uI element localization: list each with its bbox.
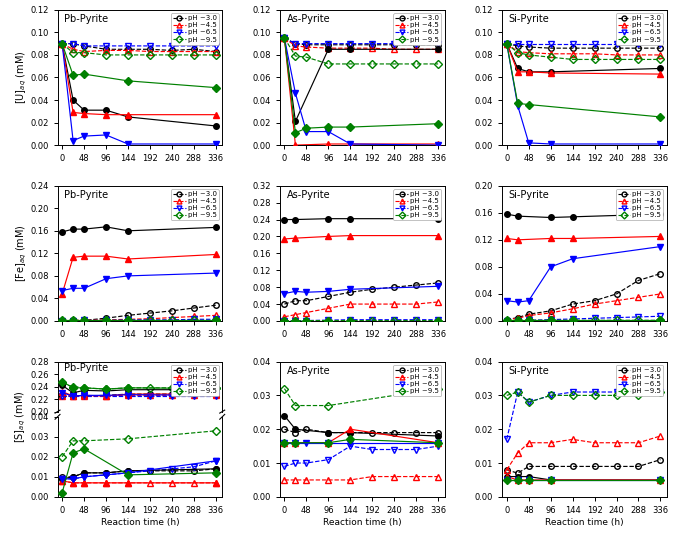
Legend: pH ~3.0, pH ~4.5, pH ~6.5, pH ~9.5: pH ~3.0, pH ~4.5, pH ~6.5, pH ~9.5 bbox=[615, 365, 663, 396]
X-axis label: Reaction time (h): Reaction time (h) bbox=[323, 518, 401, 527]
Y-axis label: [S]$_{aq}$ (mM): [S]$_{aq}$ (mM) bbox=[14, 390, 28, 443]
Legend: pH ~3.0, pH ~4.5, pH ~6.5, pH ~9.5: pH ~3.0, pH ~4.5, pH ~6.5, pH ~9.5 bbox=[393, 189, 441, 221]
Legend: pH ~3.0, pH ~4.5, pH ~6.5, pH ~9.5: pH ~3.0, pH ~4.5, pH ~6.5, pH ~9.5 bbox=[393, 365, 441, 396]
Legend: pH ~3.0, pH ~4.5, pH ~6.5, pH ~9.5: pH ~3.0, pH ~4.5, pH ~6.5, pH ~9.5 bbox=[171, 189, 219, 221]
Text: Pb-Pyrite: Pb-Pyrite bbox=[64, 190, 108, 200]
X-axis label: Reaction time (h): Reaction time (h) bbox=[545, 518, 624, 527]
Text: As-Pyrite: As-Pyrite bbox=[286, 190, 330, 200]
Legend: pH ~3.0, pH ~4.5, pH ~6.5, pH ~9.5: pH ~3.0, pH ~4.5, pH ~6.5, pH ~9.5 bbox=[171, 365, 219, 396]
Legend: pH ~3.0, pH ~4.5, pH ~6.5, pH ~9.5: pH ~3.0, pH ~4.5, pH ~6.5, pH ~9.5 bbox=[615, 13, 663, 45]
Legend: pH ~3.0, pH ~4.5, pH ~6.5, pH ~9.5: pH ~3.0, pH ~4.5, pH ~6.5, pH ~9.5 bbox=[171, 13, 219, 45]
Y-axis label: [Fe]$_{aq}$ (mM): [Fe]$_{aq}$ (mM) bbox=[14, 224, 28, 282]
Text: As-Pyrite: As-Pyrite bbox=[286, 14, 330, 24]
Text: Pb-Pyrite: Pb-Pyrite bbox=[64, 14, 108, 24]
Y-axis label: [U]$_{aq}$ (mM): [U]$_{aq}$ (mM) bbox=[14, 51, 28, 104]
Text: Si-Pyrite: Si-Pyrite bbox=[508, 366, 550, 376]
Text: Si-Pyrite: Si-Pyrite bbox=[508, 190, 550, 200]
X-axis label: Reaction time (h): Reaction time (h) bbox=[101, 518, 179, 527]
Text: Pb-Pyrite: Pb-Pyrite bbox=[64, 363, 108, 373]
Text: Si-Pyrite: Si-Pyrite bbox=[508, 14, 550, 24]
Legend: pH ~3.0, pH ~4.5, pH ~6.5, pH ~9.5: pH ~3.0, pH ~4.5, pH ~6.5, pH ~9.5 bbox=[393, 13, 441, 45]
Text: As-Pyrite: As-Pyrite bbox=[286, 366, 330, 376]
Legend: pH ~3.0, pH ~4.5, pH ~6.5, pH ~9.5: pH ~3.0, pH ~4.5, pH ~6.5, pH ~9.5 bbox=[615, 189, 663, 221]
